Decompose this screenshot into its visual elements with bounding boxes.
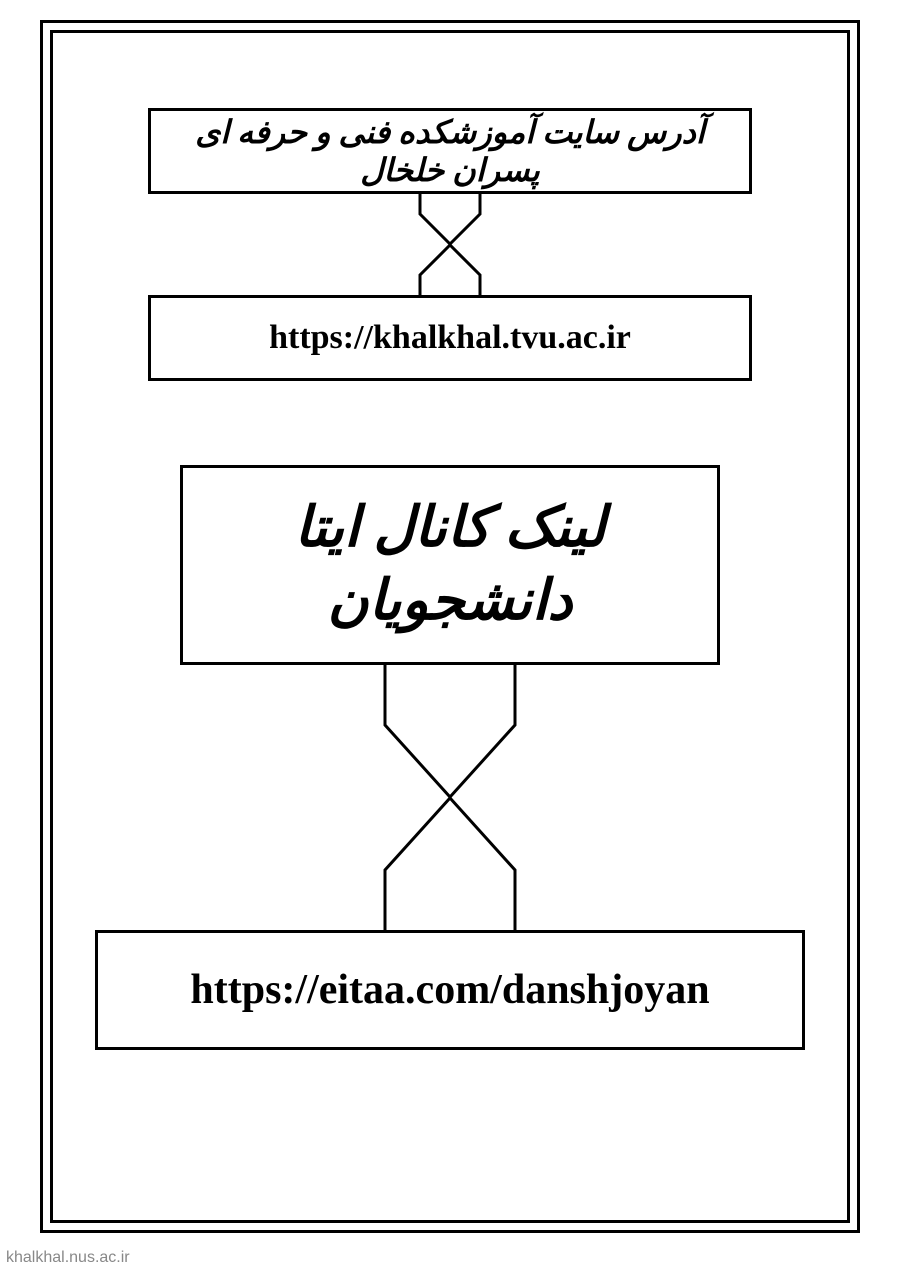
site-url-text: https://khalkhal.tvu.ac.ir <box>269 319 631 357</box>
site-url-box: https://khalkhal.tvu.ac.ir <box>148 295 752 381</box>
site-address-title-text: آدرس سایت آموزشکده فنی و حرفه ای پسران خ… <box>151 113 749 189</box>
eitaa-channel-title-text: لینک کانال ایتا دانشجویان <box>183 492 717 638</box>
eitaa-channel-title-box: لینک کانال ایتا دانشجویان <box>180 465 720 665</box>
eitaa-url-text: https://eitaa.com/danshjoyan <box>190 966 709 1014</box>
arrow-connector-2 <box>340 665 560 930</box>
watermark-text: khalkhal.nus.ac.ir <box>6 1249 130 1267</box>
arrow-connector-1 <box>380 194 520 295</box>
site-address-title-box: آدرس سایت آموزشکده فنی و حرفه ای پسران خ… <box>148 108 752 194</box>
eitaa-url-box: https://eitaa.com/danshjoyan <box>95 930 805 1050</box>
